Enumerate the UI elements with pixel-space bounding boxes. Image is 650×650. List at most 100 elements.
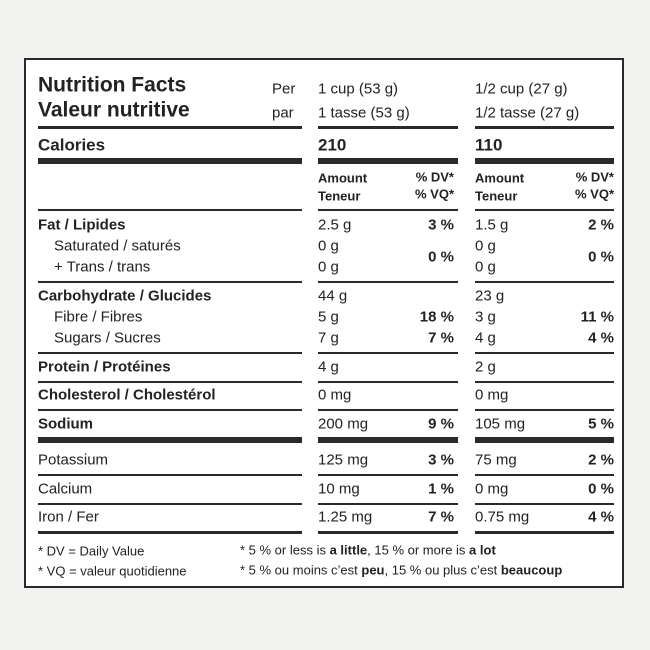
footnote: * 5 % or less is a little, 15 % or more … — [240, 544, 496, 557]
footnote-part: a little — [329, 542, 368, 558]
amount: 0 g — [475, 237, 496, 255]
footnote-part: , 15 % ou plus c’est — [384, 562, 501, 578]
divider — [38, 437, 302, 443]
nutrition-label — [24, 58, 624, 588]
daily-value: 7 % — [428, 508, 454, 526]
footnote-part: , 15 % or more is — [367, 542, 470, 558]
amount: 44 g — [318, 287, 348, 305]
divider — [38, 530, 302, 534]
daily-value: 0 % — [428, 248, 454, 265]
calories-label: Calories — [38, 135, 106, 155]
footnote: * DV = Daily Value — [38, 543, 145, 559]
footnote: * VQ = valeur quotidienne — [38, 563, 187, 579]
nutrient-label: + Trans / trans — [54, 258, 151, 276]
amount: 125 mg — [318, 451, 369, 469]
divider — [475, 409, 614, 411]
column-header: Amount — [475, 170, 525, 186]
title: Valeur nutritive — [38, 98, 190, 122]
amount: 0 mg — [475, 386, 509, 404]
title: Nutrition Facts — [38, 73, 187, 97]
divider — [318, 381, 458, 383]
divider — [475, 381, 614, 383]
divider — [318, 281, 458, 283]
daily-value: 5 % — [588, 415, 614, 433]
amount: 0 g — [318, 258, 339, 276]
divider — [475, 125, 614, 129]
column-header: % DV* — [575, 169, 614, 185]
amount: 75 mg — [475, 451, 517, 469]
amount: 0 g — [475, 258, 496, 276]
daily-value: 3 % — [428, 216, 454, 234]
divider — [475, 209, 614, 211]
divider — [475, 503, 614, 505]
divider — [318, 530, 458, 534]
nutrient-label: Fibre / Fibres — [54, 308, 143, 326]
divider — [38, 281, 302, 283]
amount: 2.5 g — [318, 216, 352, 234]
serving-size: 1 tasse (53 g) — [318, 104, 410, 122]
divider — [475, 474, 614, 476]
nutrient-label: Cholesterol / Cholestérol — [38, 386, 216, 404]
column-header: Teneur — [318, 188, 361, 204]
daily-value: 0 % — [588, 480, 614, 498]
column-header: Teneur — [475, 188, 518, 204]
amount: 0.75 mg — [475, 508, 530, 526]
divider — [38, 503, 302, 505]
column-header: % VQ* — [414, 186, 454, 202]
footnote: * 5 % ou moins c’est peu, 15 % ou plus c… — [240, 564, 562, 577]
divider — [318, 209, 458, 211]
divider — [475, 437, 614, 443]
divider — [318, 352, 458, 354]
nutrient-label: Sodium — [38, 415, 93, 433]
daily-value: 4 % — [588, 508, 614, 526]
daily-value: 4 % — [588, 329, 614, 347]
calories-value: 210 — [318, 135, 347, 155]
calories-value: 110 — [475, 135, 503, 155]
per: Per — [272, 80, 296, 98]
daily-value: 2 % — [588, 451, 614, 469]
daily-value: 2 % — [588, 216, 614, 234]
amount: 1.25 mg — [318, 508, 373, 526]
nutrient-label: Saturated / saturés — [54, 237, 181, 255]
footnote-part: * 5 % ou moins c’est — [240, 562, 362, 578]
nutrient-label: Sugars / Sucres — [54, 329, 161, 347]
divider — [38, 474, 302, 476]
amount: 3 g — [475, 308, 496, 326]
divider — [38, 158, 302, 164]
daily-value: 9 % — [428, 415, 454, 433]
amount: 23 g — [475, 287, 505, 305]
divider — [318, 409, 458, 411]
daily-value: 0 % — [588, 248, 614, 265]
footnote-part: a lot — [469, 542, 496, 558]
amount: 1.5 g — [475, 216, 509, 234]
serving-size: 1 cup (53 g) — [318, 80, 399, 98]
amount: 4 g — [475, 329, 496, 347]
divider — [475, 530, 614, 534]
daily-value: 18 % — [419, 308, 454, 326]
serving-size: 1/2 cup (27 g) — [475, 80, 568, 98]
divider — [475, 281, 614, 283]
nutrient-label: Iron / Fer — [38, 508, 99, 526]
divider — [38, 409, 302, 411]
footnote-part: peu — [361, 562, 385, 578]
daily-value: 3 % — [428, 451, 454, 469]
divider — [38, 209, 302, 211]
per: par — [272, 104, 294, 122]
daily-value: 1 % — [428, 480, 454, 498]
nutrient-label: Fat / Lipides — [38, 216, 126, 234]
column-header: % VQ* — [574, 186, 614, 202]
divider — [318, 474, 458, 476]
amount: 200 mg — [318, 415, 369, 433]
daily-value: 11 % — [580, 308, 614, 326]
divider — [318, 158, 458, 164]
divider — [475, 352, 614, 354]
divider — [318, 125, 458, 129]
amount: 5 g — [318, 308, 339, 326]
divider — [38, 352, 302, 354]
amount: 0 g — [318, 237, 339, 255]
amount: 4 g — [318, 358, 339, 376]
divider — [38, 125, 302, 129]
footnote-part: * 5 % or less is — [240, 542, 330, 558]
amount: 10 mg — [318, 480, 360, 498]
